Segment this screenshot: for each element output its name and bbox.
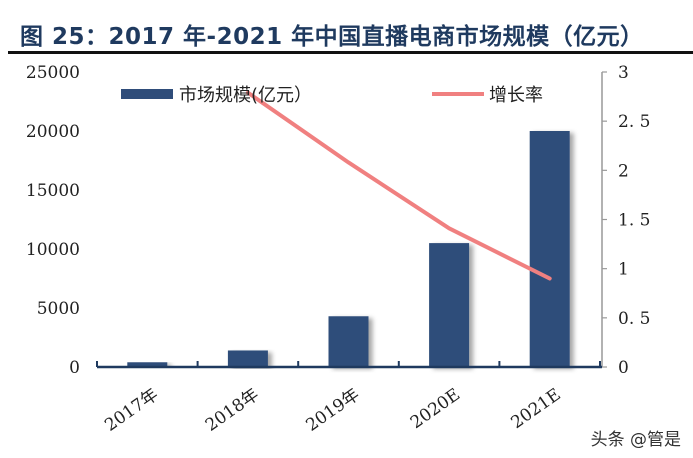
right-tick-label: 1	[618, 260, 629, 280]
category-label: 2017年	[101, 385, 162, 436]
watermark: 头条 @管是	[590, 430, 681, 450]
bars	[127, 131, 570, 367]
right-tick-label: 0	[618, 358, 629, 378]
bar	[429, 243, 470, 367]
right-tick-label: 1. 5	[618, 211, 650, 231]
left-axis-ticks: 0 5000 10000 15000 20000 25000	[26, 63, 80, 378]
x-axis	[96, 361, 602, 369]
right-tick-label: 2. 5	[618, 112, 650, 132]
legend-bar-label: 市场规模(亿元）	[179, 85, 312, 106]
legend: 市场规模(亿元） 增长率	[121, 85, 543, 106]
bar	[529, 131, 570, 367]
right-axis: 0 0. 5 1 1. 5 2 2. 5 3	[601, 63, 650, 378]
left-tick-label: 0	[69, 358, 80, 378]
left-tick-label: 25000	[26, 63, 80, 83]
category-label: 2021E	[507, 385, 564, 433]
left-tick-label: 15000	[26, 181, 80, 201]
legend-bar-swatch	[121, 89, 173, 99]
bar	[328, 316, 369, 367]
right-tick-label: 0. 5	[618, 309, 650, 329]
bar	[127, 362, 168, 367]
bar	[227, 350, 268, 367]
title-divider	[8, 51, 693, 54]
left-tick-label: 10000	[26, 240, 80, 260]
right-tick-label: 2	[618, 161, 629, 181]
right-tick-label: 3	[618, 63, 629, 83]
category-labels: 2017年 2018年 2019年 2020E 2021E	[101, 385, 564, 436]
legend-line-label: 增长率	[489, 85, 543, 106]
category-label: 2020E	[407, 385, 464, 433]
growth-rate-line	[245, 90, 552, 281]
left-tick-label: 5000	[37, 299, 80, 319]
category-label: 2018年	[202, 385, 263, 436]
left-tick-label: 20000	[26, 122, 80, 142]
chart-title: 图 25：2017 年-2021 年中国直播电商市场规模（亿元）	[20, 24, 644, 50]
growth-line	[245, 90, 552, 281]
category-label: 2019年	[303, 385, 364, 436]
